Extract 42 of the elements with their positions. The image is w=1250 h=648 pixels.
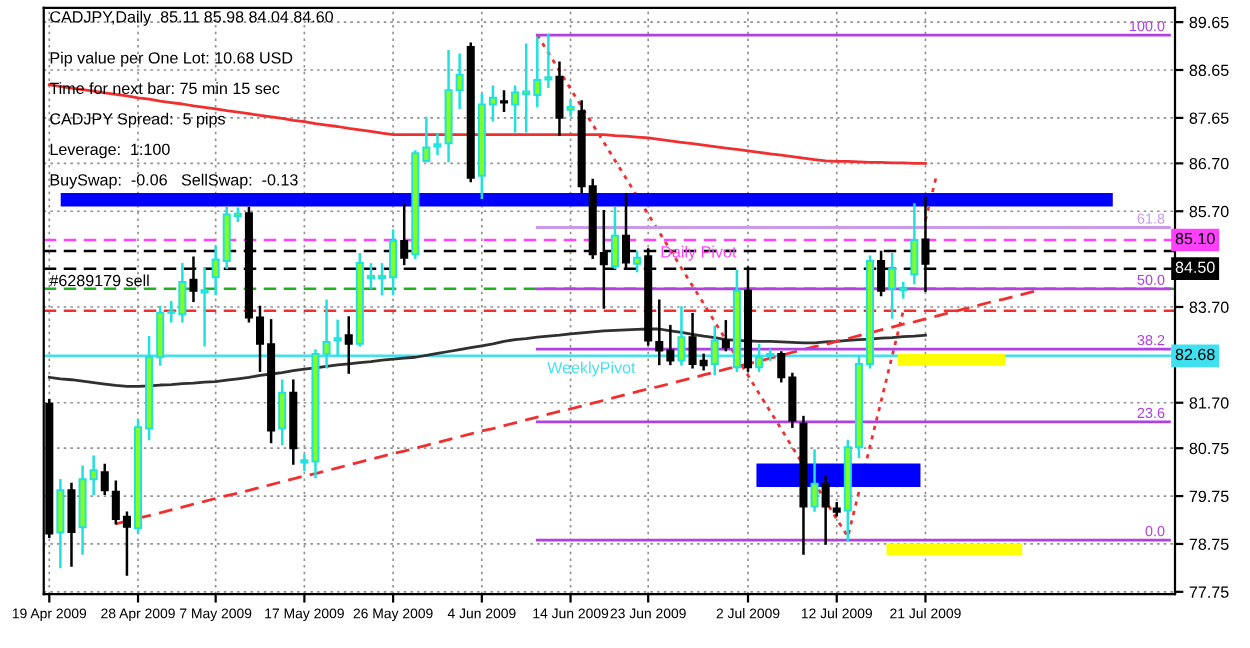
candlestick — [56, 479, 65, 569]
y-tick-label: 86.70 — [1189, 157, 1229, 170]
candlestick — [566, 99, 575, 117]
candlestick — [344, 316, 353, 374]
annotation: Pip value per One Lot: 10.68 USD — [50, 51, 293, 67]
candlestick — [67, 482, 76, 567]
candlestick — [677, 306, 686, 366]
y-tick-label: 85.70 — [1189, 205, 1229, 218]
candlestick — [633, 250, 642, 273]
y-tick-label: 89.65 — [1189, 16, 1229, 29]
annotation: Leverage: 1:100 — [50, 143, 170, 159]
ref-line-label: 85.10 — [1175, 232, 1215, 245]
candlestick — [832, 502, 841, 517]
y-tick-label: 88.65 — [1189, 64, 1229, 77]
candlestick — [499, 90, 509, 112]
candlestick — [610, 206, 619, 269]
y-tick-label: 81.70 — [1189, 397, 1229, 409]
line-series — [47, 327, 927, 388]
candlestick — [278, 379, 287, 446]
candlestick — [555, 61, 564, 136]
annotation: BuySwap: -0.06 SellSwap: -0.13 — [50, 173, 298, 189]
candlestick — [200, 267, 209, 347]
annotation: CADJPY Spread: 5 pips — [50, 112, 225, 128]
annotation: WeeklyPivot — [547, 361, 636, 377]
candlestick — [910, 203, 919, 285]
y-tick-label: 80.75 — [1189, 442, 1229, 455]
y-tick-label: 78.75 — [1189, 538, 1229, 550]
candlestick — [322, 299, 331, 369]
candlestick — [810, 449, 819, 512]
candlestick — [821, 475, 830, 545]
chart-title: CADJPY,Daily 85.11 85.98 84.04 84.60 — [50, 10, 334, 26]
candlestick — [721, 320, 730, 352]
candlestick — [100, 463, 109, 495]
y-tick-label: 83.70 — [1189, 301, 1229, 313]
annotation: #6289179 sell — [49, 274, 149, 287]
candlestick — [710, 325, 719, 376]
ref-line-label: 82.68 — [1175, 348, 1215, 361]
ref-line-label: 84.50 — [1175, 261, 1215, 274]
y-tick-label: 79.75 — [1189, 490, 1229, 503]
y-tick-label: 87.65 — [1189, 112, 1229, 124]
y-tick-label: 77.75 — [1189, 586, 1229, 598]
candlestick — [333, 319, 342, 357]
